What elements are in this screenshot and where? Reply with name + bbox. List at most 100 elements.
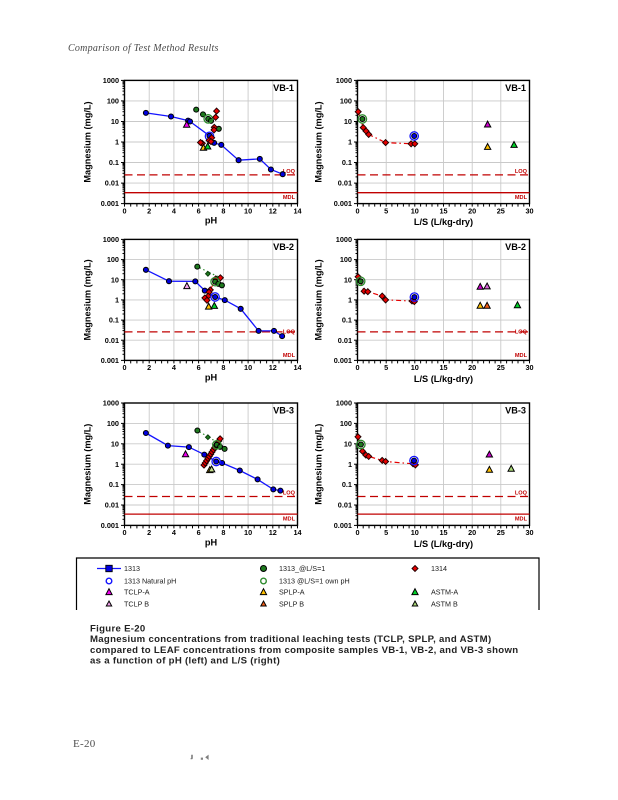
svg-text:14: 14 bbox=[293, 363, 302, 372]
svg-text:1: 1 bbox=[115, 460, 119, 469]
svg-text:6: 6 bbox=[197, 206, 201, 215]
svg-text:12: 12 bbox=[269, 363, 277, 372]
svg-text:8: 8 bbox=[221, 363, 225, 372]
svg-text:0: 0 bbox=[355, 206, 359, 215]
svg-text:20: 20 bbox=[468, 206, 476, 215]
svg-text:E-20: E-20 bbox=[73, 738, 96, 750]
svg-text:Magnesium (mg/L): Magnesium (mg/L) bbox=[314, 101, 324, 182]
svg-text:6: 6 bbox=[197, 363, 201, 372]
svg-text:0: 0 bbox=[122, 206, 126, 215]
svg-text:0.001: 0.001 bbox=[101, 356, 119, 365]
svg-text:100: 100 bbox=[340, 97, 352, 106]
svg-text:1000: 1000 bbox=[336, 235, 352, 244]
svg-text:0.1: 0.1 bbox=[109, 480, 119, 489]
svg-text:10: 10 bbox=[244, 363, 252, 372]
svg-text:20: 20 bbox=[468, 528, 476, 537]
svg-text:25: 25 bbox=[497, 206, 505, 215]
svg-text:15: 15 bbox=[439, 206, 447, 215]
svg-text:Magnesium (mg/L): Magnesium (mg/L) bbox=[314, 424, 324, 505]
svg-text:100: 100 bbox=[107, 419, 119, 428]
svg-text:Magnesium concentrations from: Magnesium concentrations from traditiona… bbox=[90, 634, 491, 645]
svg-text:0.1: 0.1 bbox=[342, 480, 352, 489]
svg-text:LOQ: LOQ bbox=[283, 491, 296, 497]
svg-text:15: 15 bbox=[439, 528, 447, 537]
svg-text:0.1: 0.1 bbox=[109, 316, 119, 325]
svg-text:2: 2 bbox=[147, 528, 151, 537]
svg-text:Magnesium (mg/L): Magnesium (mg/L) bbox=[83, 424, 93, 505]
svg-text:ASTM B: ASTM B bbox=[431, 599, 458, 608]
svg-text:1: 1 bbox=[348, 296, 352, 305]
svg-text:0.01: 0.01 bbox=[105, 179, 119, 188]
svg-text:0.1: 0.1 bbox=[109, 158, 119, 167]
svg-text:4: 4 bbox=[172, 528, 177, 537]
svg-text:1: 1 bbox=[348, 138, 352, 147]
svg-text:MDL: MDL bbox=[283, 195, 296, 201]
svg-text:Magnesium (mg/L): Magnesium (mg/L) bbox=[83, 259, 93, 340]
svg-text:TCLP-A: TCLP-A bbox=[124, 588, 150, 597]
svg-text:10: 10 bbox=[344, 117, 352, 126]
svg-text:5: 5 bbox=[384, 363, 388, 372]
svg-text:0.1: 0.1 bbox=[342, 158, 352, 167]
svg-text:30: 30 bbox=[525, 528, 533, 537]
svg-text:14: 14 bbox=[293, 528, 302, 537]
svg-text:pH: pH bbox=[205, 537, 218, 547]
svg-text:MDL: MDL bbox=[283, 516, 296, 522]
svg-text:0.001: 0.001 bbox=[334, 521, 352, 530]
svg-text:100: 100 bbox=[340, 255, 352, 264]
svg-text:VB-2: VB-2 bbox=[273, 242, 294, 252]
svg-text:1000: 1000 bbox=[103, 235, 119, 244]
svg-text:5: 5 bbox=[384, 206, 388, 215]
svg-text:10: 10 bbox=[344, 439, 352, 448]
svg-text:10: 10 bbox=[244, 528, 252, 537]
svg-text:8: 8 bbox=[221, 206, 225, 215]
svg-text:0: 0 bbox=[122, 528, 126, 537]
svg-text:ASTM-A: ASTM-A bbox=[431, 588, 458, 597]
svg-text:0: 0 bbox=[355, 528, 359, 537]
svg-text:100: 100 bbox=[340, 419, 352, 428]
svg-text:12: 12 bbox=[269, 206, 277, 215]
svg-text:1: 1 bbox=[115, 296, 119, 305]
svg-text:TCLP B: TCLP B bbox=[124, 599, 149, 608]
svg-text:SPLP-A: SPLP-A bbox=[279, 588, 305, 597]
svg-text:VB-1: VB-1 bbox=[273, 83, 294, 93]
svg-text:4: 4 bbox=[172, 363, 177, 372]
svg-text:Figure E-20: Figure E-20 bbox=[90, 624, 146, 635]
svg-text:15: 15 bbox=[439, 363, 447, 372]
svg-text:0: 0 bbox=[122, 363, 126, 372]
svg-text:pH: pH bbox=[205, 216, 218, 226]
svg-text:12: 12 bbox=[269, 528, 277, 537]
svg-text:VB-1: VB-1 bbox=[505, 83, 526, 93]
svg-text:MDL: MDL bbox=[515, 516, 528, 522]
svg-text:0.001: 0.001 bbox=[334, 356, 352, 365]
svg-text:10: 10 bbox=[411, 528, 419, 537]
svg-text:0.001: 0.001 bbox=[334, 199, 352, 208]
svg-text:LOQ: LOQ bbox=[283, 169, 296, 175]
svg-text:0.01: 0.01 bbox=[338, 179, 352, 188]
svg-text:1314: 1314 bbox=[431, 564, 447, 573]
svg-text:LOQ: LOQ bbox=[515, 329, 528, 335]
svg-text:6: 6 bbox=[197, 528, 201, 537]
svg-text:0.001: 0.001 bbox=[101, 521, 119, 530]
svg-text:10: 10 bbox=[411, 206, 419, 215]
svg-text:100: 100 bbox=[107, 97, 119, 106]
svg-text:10: 10 bbox=[111, 439, 119, 448]
svg-text:VB-2: VB-2 bbox=[505, 242, 526, 252]
svg-text:L/S (L/kg-dry): L/S (L/kg-dry) bbox=[414, 217, 473, 227]
svg-text:10: 10 bbox=[111, 275, 119, 284]
svg-text:0: 0 bbox=[355, 363, 359, 372]
svg-text:30: 30 bbox=[525, 206, 533, 215]
svg-text:SPLP B: SPLP B bbox=[279, 599, 304, 608]
svg-text:25: 25 bbox=[497, 363, 505, 372]
svg-text:10: 10 bbox=[111, 117, 119, 126]
svg-text:LOQ: LOQ bbox=[515, 169, 528, 175]
svg-text:1313 Natural pH: 1313 Natural pH bbox=[124, 577, 176, 586]
svg-text:Magnesium (mg/L): Magnesium (mg/L) bbox=[314, 259, 324, 340]
svg-text:L/S (L/kg-dry): L/S (L/kg-dry) bbox=[414, 374, 473, 384]
svg-text:VB-3: VB-3 bbox=[273, 406, 294, 416]
svg-text:2: 2 bbox=[147, 206, 151, 215]
svg-text:2: 2 bbox=[147, 363, 151, 372]
svg-text:1313 @L/S=1 own pH: 1313 @L/S=1 own pH bbox=[279, 577, 350, 586]
svg-text:10: 10 bbox=[344, 275, 352, 284]
svg-text:as a function of pH (left) and: as a function of pH (left) and L/S (righ… bbox=[90, 656, 280, 667]
svg-text:14: 14 bbox=[293, 206, 302, 215]
